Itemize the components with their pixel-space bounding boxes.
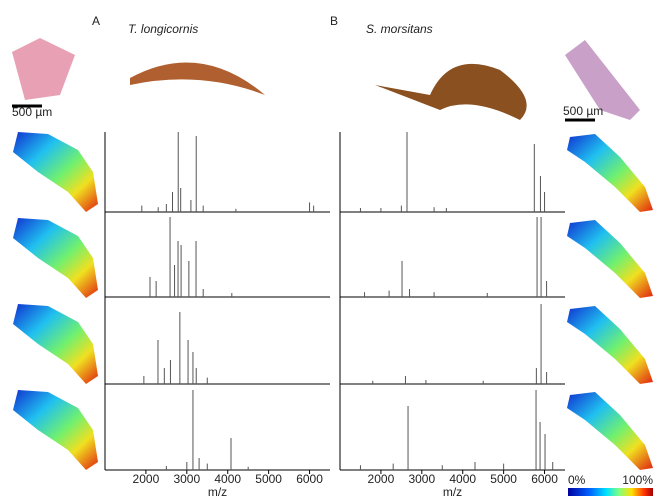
ion-image (13, 132, 98, 212)
x-tick-label: 2000 (368, 472, 395, 486)
ion-image (567, 392, 653, 470)
ion-image (567, 306, 653, 384)
x-tick-label: 3000 (173, 472, 200, 486)
x-tick-label: 3000 (408, 472, 435, 486)
panel-label: B (330, 14, 338, 28)
species-name: T. longicornis (128, 22, 198, 36)
x-tick-label: 5000 (490, 472, 517, 486)
colorbar (568, 488, 653, 496)
ion-image (13, 218, 98, 298)
ion-image (567, 220, 653, 298)
panel-label: A (92, 14, 100, 28)
centipede-image (375, 64, 527, 120)
centipede-image (130, 62, 265, 95)
species-name: S. morsitans (366, 22, 433, 36)
ion-image (13, 304, 98, 384)
colorbar-label: 0% (568, 473, 586, 487)
tissue-image (12, 38, 75, 100)
ion-image (13, 390, 98, 470)
x-tick-label: 6000 (296, 472, 323, 486)
x-tick-label: 2000 (133, 472, 160, 486)
x-axis-label: m/z (443, 485, 462, 499)
x-tick-label: 4000 (449, 472, 476, 486)
scale-label: 500 µm (12, 105, 52, 119)
colorbar-label: 100% (622, 473, 653, 487)
x-tick-label: 5000 (255, 472, 282, 486)
x-axis-label: m/z (208, 485, 227, 499)
ion-image (567, 134, 653, 212)
scale-label: 500 µm (563, 104, 603, 118)
figure: 500 µm 500 µm A T. longicornis B S. mors… (0, 0, 658, 500)
x-tick-label: 4000 (214, 472, 241, 486)
x-tick-label: 6000 (531, 472, 558, 486)
